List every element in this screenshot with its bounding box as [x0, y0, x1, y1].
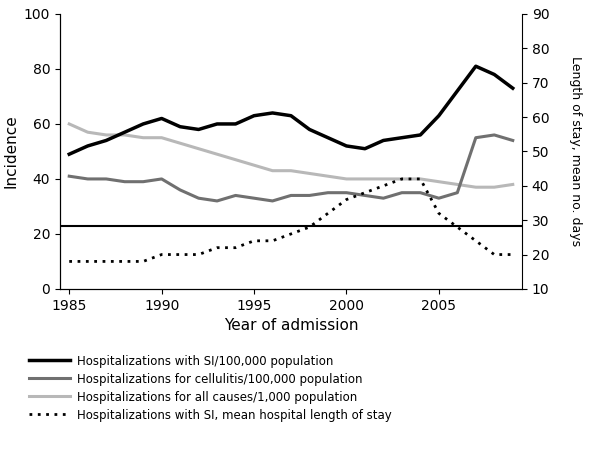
- Y-axis label: Incidence: Incidence: [4, 115, 19, 188]
- Y-axis label: Length of stay, mean no. days: Length of stay, mean no. days: [569, 56, 582, 247]
- X-axis label: Year of admission: Year of admission: [224, 318, 358, 333]
- Legend: Hospitalizations with SI/100,000 population, Hospitalizations for cellulitis/100: Hospitalizations with SI/100,000 populat…: [29, 355, 392, 422]
